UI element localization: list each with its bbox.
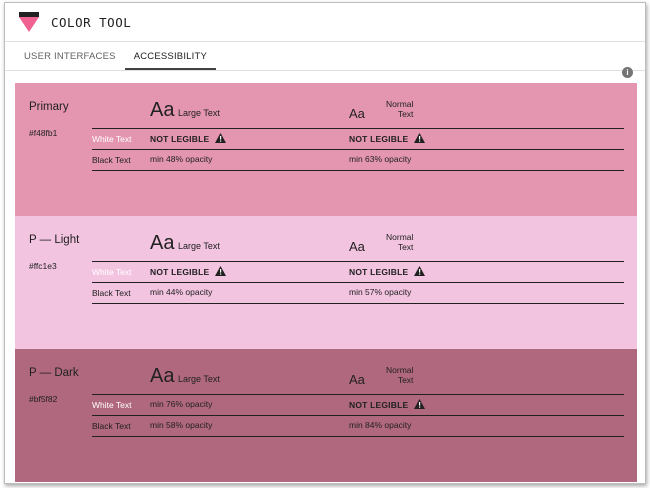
app-header: COLOR TOOL xyxy=(5,3,645,42)
app-title: COLOR TOOL xyxy=(51,14,132,30)
swatch-name: P — Dark xyxy=(29,367,79,379)
black-large-value: min 58% opacity xyxy=(150,420,213,430)
swatch-section: P — Dark #bf5f82 Aa Large Text Aa Normal… xyxy=(15,349,637,482)
normal-text-label-line1: Normal xyxy=(386,99,414,109)
swatch-name: P — Light xyxy=(29,234,80,246)
black-text-row-label: Black Text xyxy=(92,421,131,431)
swatch-hex: #ffc1e3 xyxy=(29,261,57,271)
tab-bar: USER INTERFACES ACCESSIBILITY xyxy=(5,42,645,71)
large-text-label: Large Text xyxy=(178,108,220,118)
white-large-result: min 76% opacity xyxy=(150,399,212,409)
normal-text-sample: Aa xyxy=(349,372,365,387)
row-divider xyxy=(92,261,624,262)
white-large-result: NOT LEGIBLE xyxy=(150,133,227,145)
black-large-result: min 48% opacity xyxy=(150,154,212,164)
large-text-label: Large Text xyxy=(178,374,220,384)
swatch-hex: #f48fb1 xyxy=(29,128,58,138)
row-divider xyxy=(92,415,624,416)
white-text-row-label: White Text xyxy=(92,134,132,144)
black-text-row-label: Black Text xyxy=(92,155,131,165)
row-divider xyxy=(92,170,624,171)
black-large-value: min 48% opacity xyxy=(150,154,213,164)
warning-icon xyxy=(414,266,426,278)
white-normal-result: NOT LEGIBLE xyxy=(349,266,426,278)
normal-text-label-line2: Text xyxy=(397,242,414,252)
white-normal-value: NOT LEGIBLE xyxy=(349,134,409,144)
white-large-value: NOT LEGIBLE xyxy=(150,134,210,144)
normal-text-label: Normal Text xyxy=(386,232,413,252)
normal-text-label: Normal Text xyxy=(386,99,413,119)
row-divider xyxy=(92,149,624,150)
row-divider xyxy=(92,282,624,283)
white-normal-result: NOT LEGIBLE xyxy=(349,133,426,145)
normal-text-label: Normal Text xyxy=(386,365,413,385)
black-large-result: min 44% opacity xyxy=(150,287,212,297)
app-window: COLOR TOOL USER INTERFACES ACCESSIBILITY… xyxy=(4,2,646,484)
warning-icon xyxy=(215,133,227,145)
large-text-label: Large Text xyxy=(178,241,220,251)
info-icon[interactable]: i xyxy=(622,67,633,78)
white-large-result: NOT LEGIBLE xyxy=(150,266,227,278)
black-large-result: min 58% opacity xyxy=(150,420,212,430)
normal-text-label-line1: Normal xyxy=(386,232,414,242)
black-normal-result: min 84% opacity xyxy=(349,420,411,430)
swatch-hex: #bf5f82 xyxy=(29,394,58,404)
white-text-row-label: White Text xyxy=(92,267,132,277)
black-text-row-label: Black Text xyxy=(92,288,131,298)
normal-text-sample: Aa xyxy=(349,239,365,254)
row-divider xyxy=(92,394,624,395)
normal-text-sample: Aa xyxy=(349,106,365,121)
normal-text-label-line2: Text xyxy=(397,109,414,119)
white-text-row-label: White Text xyxy=(92,400,132,410)
white-large-value: min 76% opacity xyxy=(150,399,213,409)
black-normal-value: min 84% opacity xyxy=(349,420,412,430)
black-normal-result: min 63% opacity xyxy=(349,154,411,164)
swatch-name: Primary xyxy=(29,101,69,113)
black-normal-value: min 63% opacity xyxy=(349,154,412,164)
swatch-section: P — Light #ffc1e3 Aa Large Text Aa Norma… xyxy=(15,216,637,349)
normal-text-label-line1: Normal xyxy=(386,365,414,375)
white-normal-value: NOT LEGIBLE xyxy=(349,400,409,410)
color-tool-logo-icon xyxy=(19,12,39,32)
large-text-sample: Aa xyxy=(150,99,175,121)
white-large-value: NOT LEGIBLE xyxy=(150,267,210,277)
tab-user-interfaces[interactable]: USER INTERFACES xyxy=(24,51,116,62)
normal-text-label-line2: Text xyxy=(397,375,414,385)
tab-accessibility[interactable]: ACCESSIBILITY xyxy=(124,51,217,70)
warning-icon xyxy=(414,133,426,145)
black-large-value: min 44% opacity xyxy=(150,287,213,297)
large-text-sample: Aa xyxy=(150,365,175,387)
large-text-sample: Aa xyxy=(150,232,175,254)
warning-icon xyxy=(215,266,227,278)
warning-icon xyxy=(414,399,426,411)
black-normal-result: min 57% opacity xyxy=(349,287,411,297)
black-normal-value: min 57% opacity xyxy=(349,287,412,297)
row-divider xyxy=(92,128,624,129)
swatch-section: Primary #f48fb1 Aa Large Text Aa Normal … xyxy=(15,83,637,216)
row-divider xyxy=(92,436,624,437)
white-normal-result: NOT LEGIBLE xyxy=(349,399,426,411)
row-divider xyxy=(92,303,624,304)
white-normal-value: NOT LEGIBLE xyxy=(349,267,409,277)
